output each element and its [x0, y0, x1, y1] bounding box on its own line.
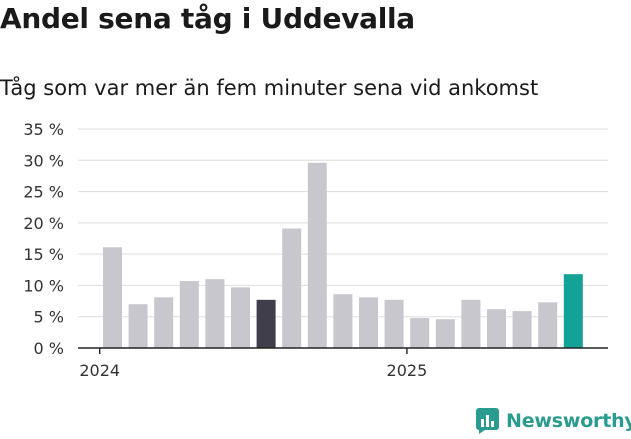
- bar-chart: 0 % 5 % 10 % 15 % 20 % 25 % 30 % 35 % 2024 2025: [23, 120, 608, 380]
- bar: [103, 247, 122, 348]
- y-tick-label: 5 %: [34, 308, 64, 327]
- bar: [461, 299, 481, 348]
- bar: [512, 311, 532, 348]
- y-tick-label: 25 %: [23, 183, 64, 202]
- brand-name: Newsworthy: [506, 410, 631, 432]
- x-tick-label: 2025: [387, 361, 428, 380]
- newsworthy-logo: Newsworthy: [476, 408, 631, 434]
- y-tick-label: 20 %: [23, 214, 64, 233]
- bar: [205, 279, 225, 348]
- bar: [563, 274, 583, 348]
- y-tick-label: 0 %: [34, 339, 64, 358]
- y-tick-label: 35 %: [23, 120, 64, 139]
- bar: [538, 302, 558, 348]
- bar: [179, 281, 199, 348]
- bar: [333, 294, 353, 348]
- bar: [256, 299, 276, 348]
- bar: [359, 297, 378, 348]
- chart-subtitle: Tåg som var mer än fem minuter sena vid …: [0, 76, 539, 100]
- bar: [231, 287, 250, 348]
- bar: [282, 228, 302, 348]
- bar: [307, 162, 327, 348]
- bar: [384, 299, 404, 348]
- bar: [128, 304, 148, 348]
- bar: [154, 297, 174, 348]
- x-tick-label: 2024: [79, 361, 120, 380]
- bar: [487, 309, 506, 348]
- bar: [410, 317, 430, 348]
- chart-title: Andel sena tåg i Uddevalla: [0, 2, 415, 35]
- y-tick-label: 30 %: [23, 151, 64, 170]
- y-tick-label: 10 %: [23, 276, 64, 295]
- bar-chart-icon: [476, 408, 499, 434]
- y-tick-label: 15 %: [23, 245, 64, 264]
- bar: [435, 319, 455, 348]
